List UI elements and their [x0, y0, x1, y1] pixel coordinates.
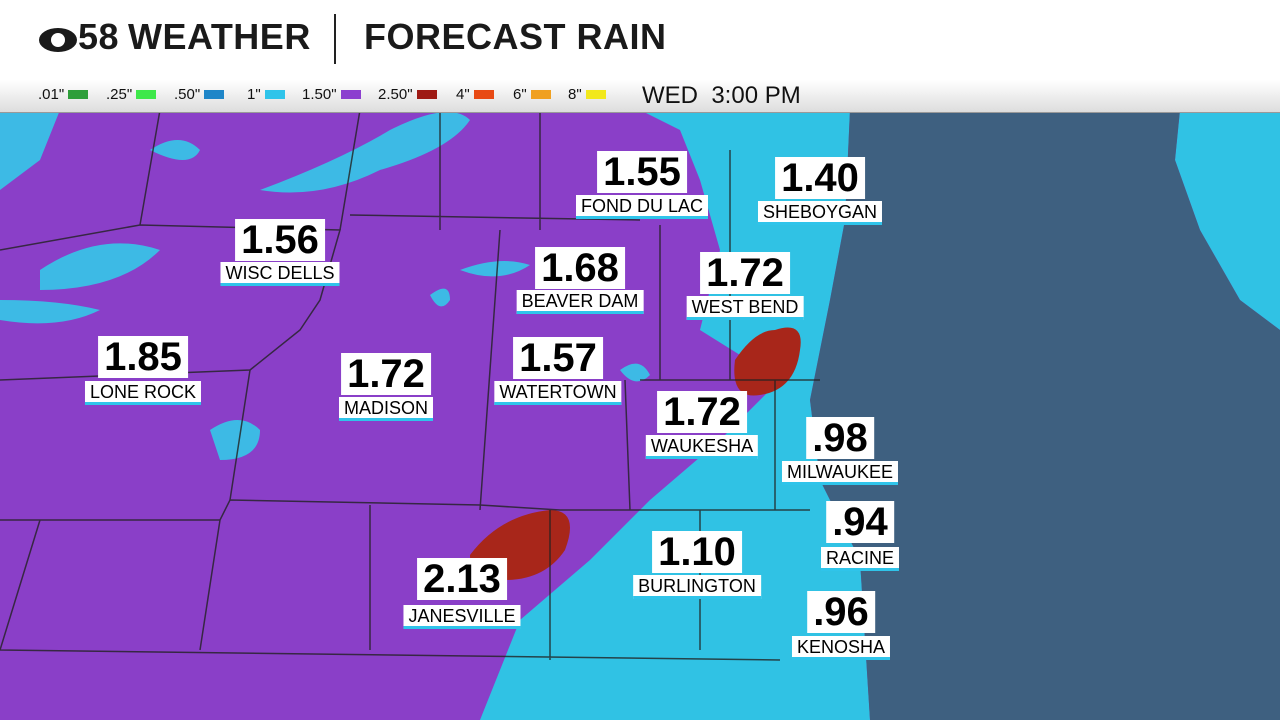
legend-bar: WED 3:00 PM .01" .25" .50" 1" 1.50" 2.50" 4" 6"…: [0, 80, 1280, 113]
legend-swatch: [340, 90, 361, 99]
header: 58 WEATHER FORECAST RAIN: [0, 0, 1280, 80]
legend-label: 8": [568, 86, 582, 103]
divider: [334, 14, 336, 64]
legend-item: 6": [513, 86, 551, 103]
city-value: 2.13: [417, 558, 507, 600]
legend-label: .50": [174, 86, 201, 103]
city-name: SHEBOYGAN: [757, 201, 883, 225]
city-value: 1.72: [657, 391, 747, 433]
city-name: BURLINGTON: [633, 575, 761, 599]
legend-swatch: [264, 90, 285, 99]
legend-label: 1": [247, 86, 261, 103]
city-name: RACINE: [820, 547, 900, 571]
city-name: KENOSHA: [791, 636, 891, 660]
city-value: .96: [807, 591, 875, 633]
legend-swatch: [416, 90, 437, 99]
legend-label: 1.50": [302, 86, 337, 103]
city-value: .94: [826, 501, 894, 543]
legend-item: .50": [174, 86, 225, 103]
legend-item: 1.50": [302, 86, 361, 103]
city-name: MILWAUKEE: [781, 461, 899, 485]
legend-item: .25": [106, 86, 157, 103]
city-name: WATERTOWN: [494, 381, 622, 405]
legend-swatch: [585, 90, 606, 99]
city-name: MADISON: [338, 397, 434, 421]
city-value: .98: [806, 417, 874, 459]
city-value: 1.40: [775, 157, 865, 199]
legend-label: .25": [106, 86, 133, 103]
legend-item: 1": [247, 86, 285, 103]
city-value: 1.85: [98, 336, 188, 378]
city-name: WAUKESHA: [645, 435, 759, 459]
valid-time: WED 3:00 PM: [642, 82, 801, 109]
legend-item: 8": [568, 86, 606, 103]
logo-number: 58: [78, 16, 120, 57]
city-value: 1.55: [597, 151, 687, 193]
legend-item: .01": [38, 86, 89, 103]
title: FORECAST RAIN: [364, 16, 667, 57]
logo-eye: [39, 28, 77, 52]
city-value: 1.72: [341, 353, 431, 395]
legend-label: 4": [456, 86, 470, 103]
legend-item: 4": [456, 86, 494, 103]
city-value: 1.68: [535, 247, 625, 289]
legend-label: .01": [38, 86, 65, 103]
brand: WEATHER: [128, 16, 311, 57]
city-value: 1.57: [513, 337, 603, 379]
legend-item: 2.50": [378, 86, 437, 103]
legend-swatch: [68, 90, 89, 99]
city-value: 1.56: [235, 219, 325, 261]
city-name: WISC DELLS: [220, 262, 340, 286]
city-value: 1.72: [700, 252, 790, 294]
city-name: FOND DU LAC: [575, 195, 709, 219]
city-value: 1.10: [652, 531, 742, 573]
legend-swatch: [136, 90, 157, 99]
city-name: JANESVILLE: [403, 605, 521, 629]
legend-label: 6": [513, 86, 527, 103]
legend-swatch: [473, 90, 494, 99]
city-name: LONE ROCK: [84, 381, 202, 405]
legend-swatch: [204, 90, 225, 99]
legend-label: 2.50": [378, 86, 413, 103]
legend-swatch: [530, 90, 551, 99]
city-name: BEAVER DAM: [516, 290, 644, 314]
city-name: WEST BEND: [686, 296, 804, 320]
